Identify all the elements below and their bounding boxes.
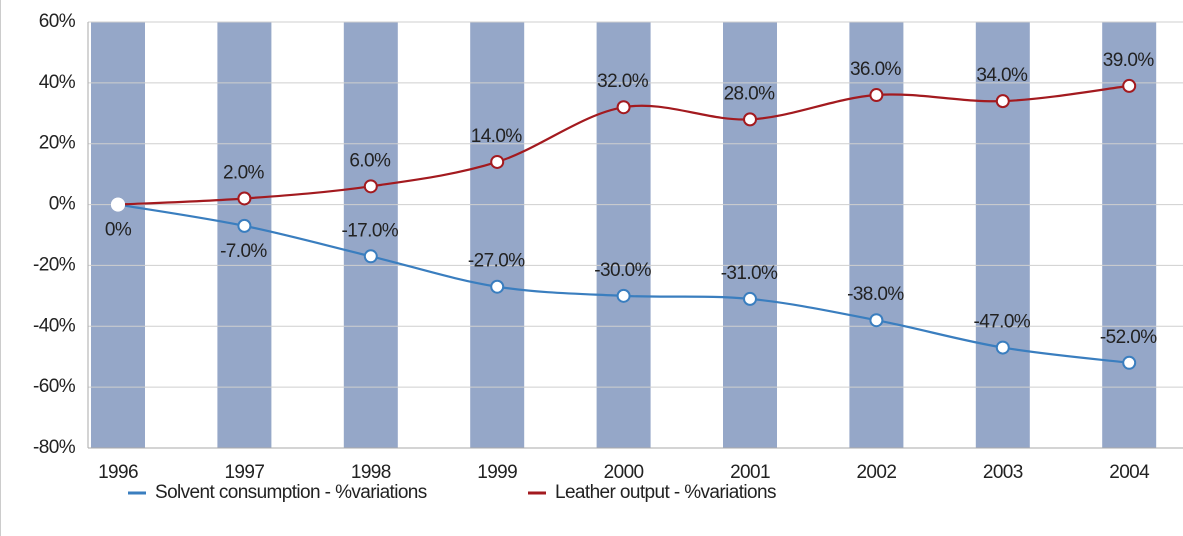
legend-label: Solvent consumption - %variations — [155, 482, 427, 503]
data-point — [616, 100, 631, 115]
data-label: 32.0% — [597, 71, 649, 92]
data-label: -52.0% — [1100, 327, 1157, 348]
data-point — [743, 291, 757, 306]
data-label: -30.0% — [594, 260, 651, 281]
column-band — [1102, 22, 1157, 448]
x-tick-label: 2003 — [983, 462, 1023, 483]
data-label: 28.0% — [724, 83, 776, 104]
y-tick-label: 20% — [39, 133, 76, 154]
data-label: -27.0% — [468, 251, 525, 272]
y-tick-label: 60% — [39, 11, 76, 32]
x-tick-label: 2004 — [1109, 462, 1150, 483]
x-tick-label: 2002 — [856, 462, 896, 483]
data-label: 2.0% — [223, 163, 265, 184]
data-point — [363, 249, 378, 264]
data-point — [995, 94, 1010, 109]
data-label: -47.0% — [973, 312, 1030, 333]
data-label: 39.0% — [1103, 50, 1155, 71]
column-band — [91, 22, 145, 448]
x-tick-label: 2001 — [730, 462, 770, 483]
y-tick-label: 0% — [49, 194, 76, 215]
column-band — [975, 22, 1030, 448]
x-tick-label: 1996 — [98, 462, 138, 483]
data-point — [616, 288, 631, 303]
data-label: -38.0% — [847, 284, 904, 305]
x-tick-label: 1998 — [351, 462, 391, 483]
data-label: 0% — [105, 220, 132, 241]
data-point — [869, 88, 884, 103]
data-label: 6.0% — [349, 150, 391, 171]
x-tick-label: 1999 — [477, 462, 517, 483]
x-tick-label: 1997 — [224, 462, 264, 483]
y-tick-label: -60% — [33, 376, 76, 397]
data-point — [1122, 355, 1137, 370]
data-point — [237, 218, 252, 233]
data-label: -31.0% — [721, 263, 778, 284]
data-point — [111, 197, 125, 212]
x-tick-label: 2000 — [604, 462, 644, 483]
column-band — [723, 22, 777, 448]
legend-label: Leather output - %variations — [555, 482, 776, 503]
column-band — [849, 22, 904, 448]
data-label: 14.0% — [471, 126, 523, 147]
column-band — [217, 22, 272, 448]
column-band — [596, 22, 651, 448]
data-point — [743, 112, 757, 127]
data-label: -7.0% — [220, 241, 267, 262]
y-tick-label: -40% — [33, 315, 76, 336]
data-label: 34.0% — [976, 65, 1028, 86]
column-band — [470, 22, 525, 448]
data-point — [490, 154, 505, 169]
data-point — [237, 191, 252, 206]
data-point — [995, 340, 1010, 355]
data-point — [363, 179, 378, 194]
y-tick-label: -80% — [33, 437, 76, 458]
data-point — [490, 279, 505, 294]
data-point — [869, 313, 884, 328]
data-label: 36.0% — [850, 59, 902, 80]
data-label: -17.0% — [341, 220, 398, 241]
column-band — [343, 22, 398, 448]
y-tick-label: -20% — [33, 254, 76, 275]
y-tick-label: 40% — [39, 72, 76, 93]
data-point — [1122, 78, 1137, 93]
